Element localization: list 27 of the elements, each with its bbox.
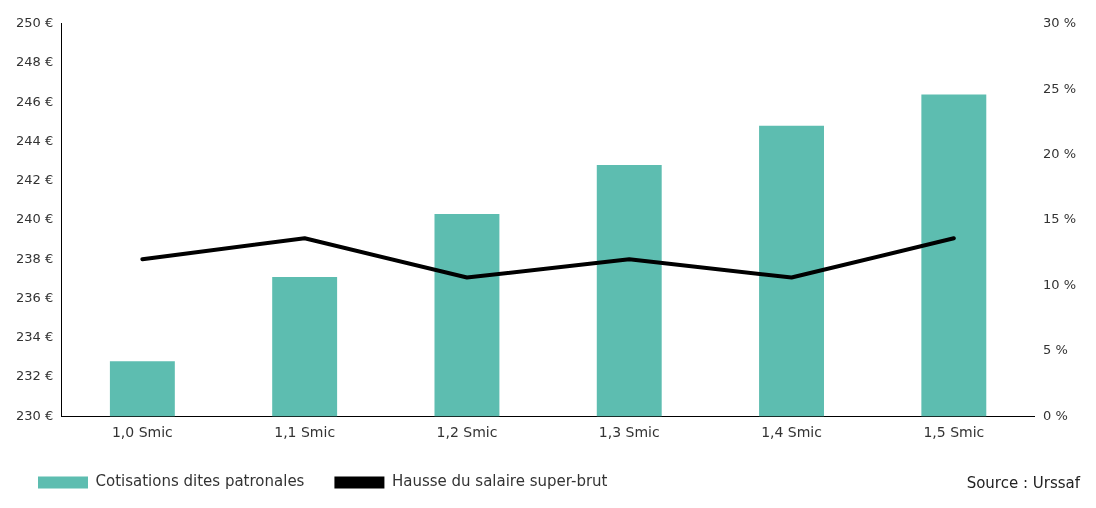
y2-tick-label: 25 % [1042, 80, 1076, 96]
y2-tick-label: 5 % [1042, 342, 1068, 358]
y-tick-label: 250 € [16, 15, 54, 31]
y-tick-label: 236 € [16, 289, 54, 305]
x-tick-label: 1,4 Smic [761, 424, 822, 441]
y-tick-label: 248 € [16, 54, 54, 70]
y-tick-label: 230 € [16, 407, 54, 423]
y-tick-label: 244 € [16, 132, 54, 148]
x-tick-label: 1,5 Smic [923, 424, 985, 441]
y2-tick-label: 10 % [1042, 276, 1076, 292]
y-tick-label: 238 € [16, 250, 54, 266]
y-tick-label: 232 € [16, 368, 54, 384]
y-tick-label: 234 € [16, 329, 54, 345]
y2-tick-label: 30 % [1042, 15, 1076, 31]
y2-tick-label: 0 % [1042, 407, 1068, 423]
legend-label: Cotisations dites patronales [95, 472, 305, 491]
legend-label: Hausse du salaire super-brut [391, 472, 608, 491]
y-tick-label: 246 € [16, 93, 54, 109]
y2-tick-label: 20 % [1042, 145, 1076, 161]
x-tick-label: 1,2 Smic [436, 424, 498, 441]
y-tick-label: 242 € [16, 172, 54, 188]
y-tick-label: 240 € [16, 211, 54, 227]
source-note: Source : Urssaf [966, 474, 1080, 492]
x-tick-label: 1,3 Smic [598, 424, 660, 441]
x-tick-label: 1,1 Smic [274, 424, 336, 441]
x-tick-label: 1,0 Smic [111, 424, 173, 441]
y2-tick-label: 15 % [1042, 211, 1076, 227]
